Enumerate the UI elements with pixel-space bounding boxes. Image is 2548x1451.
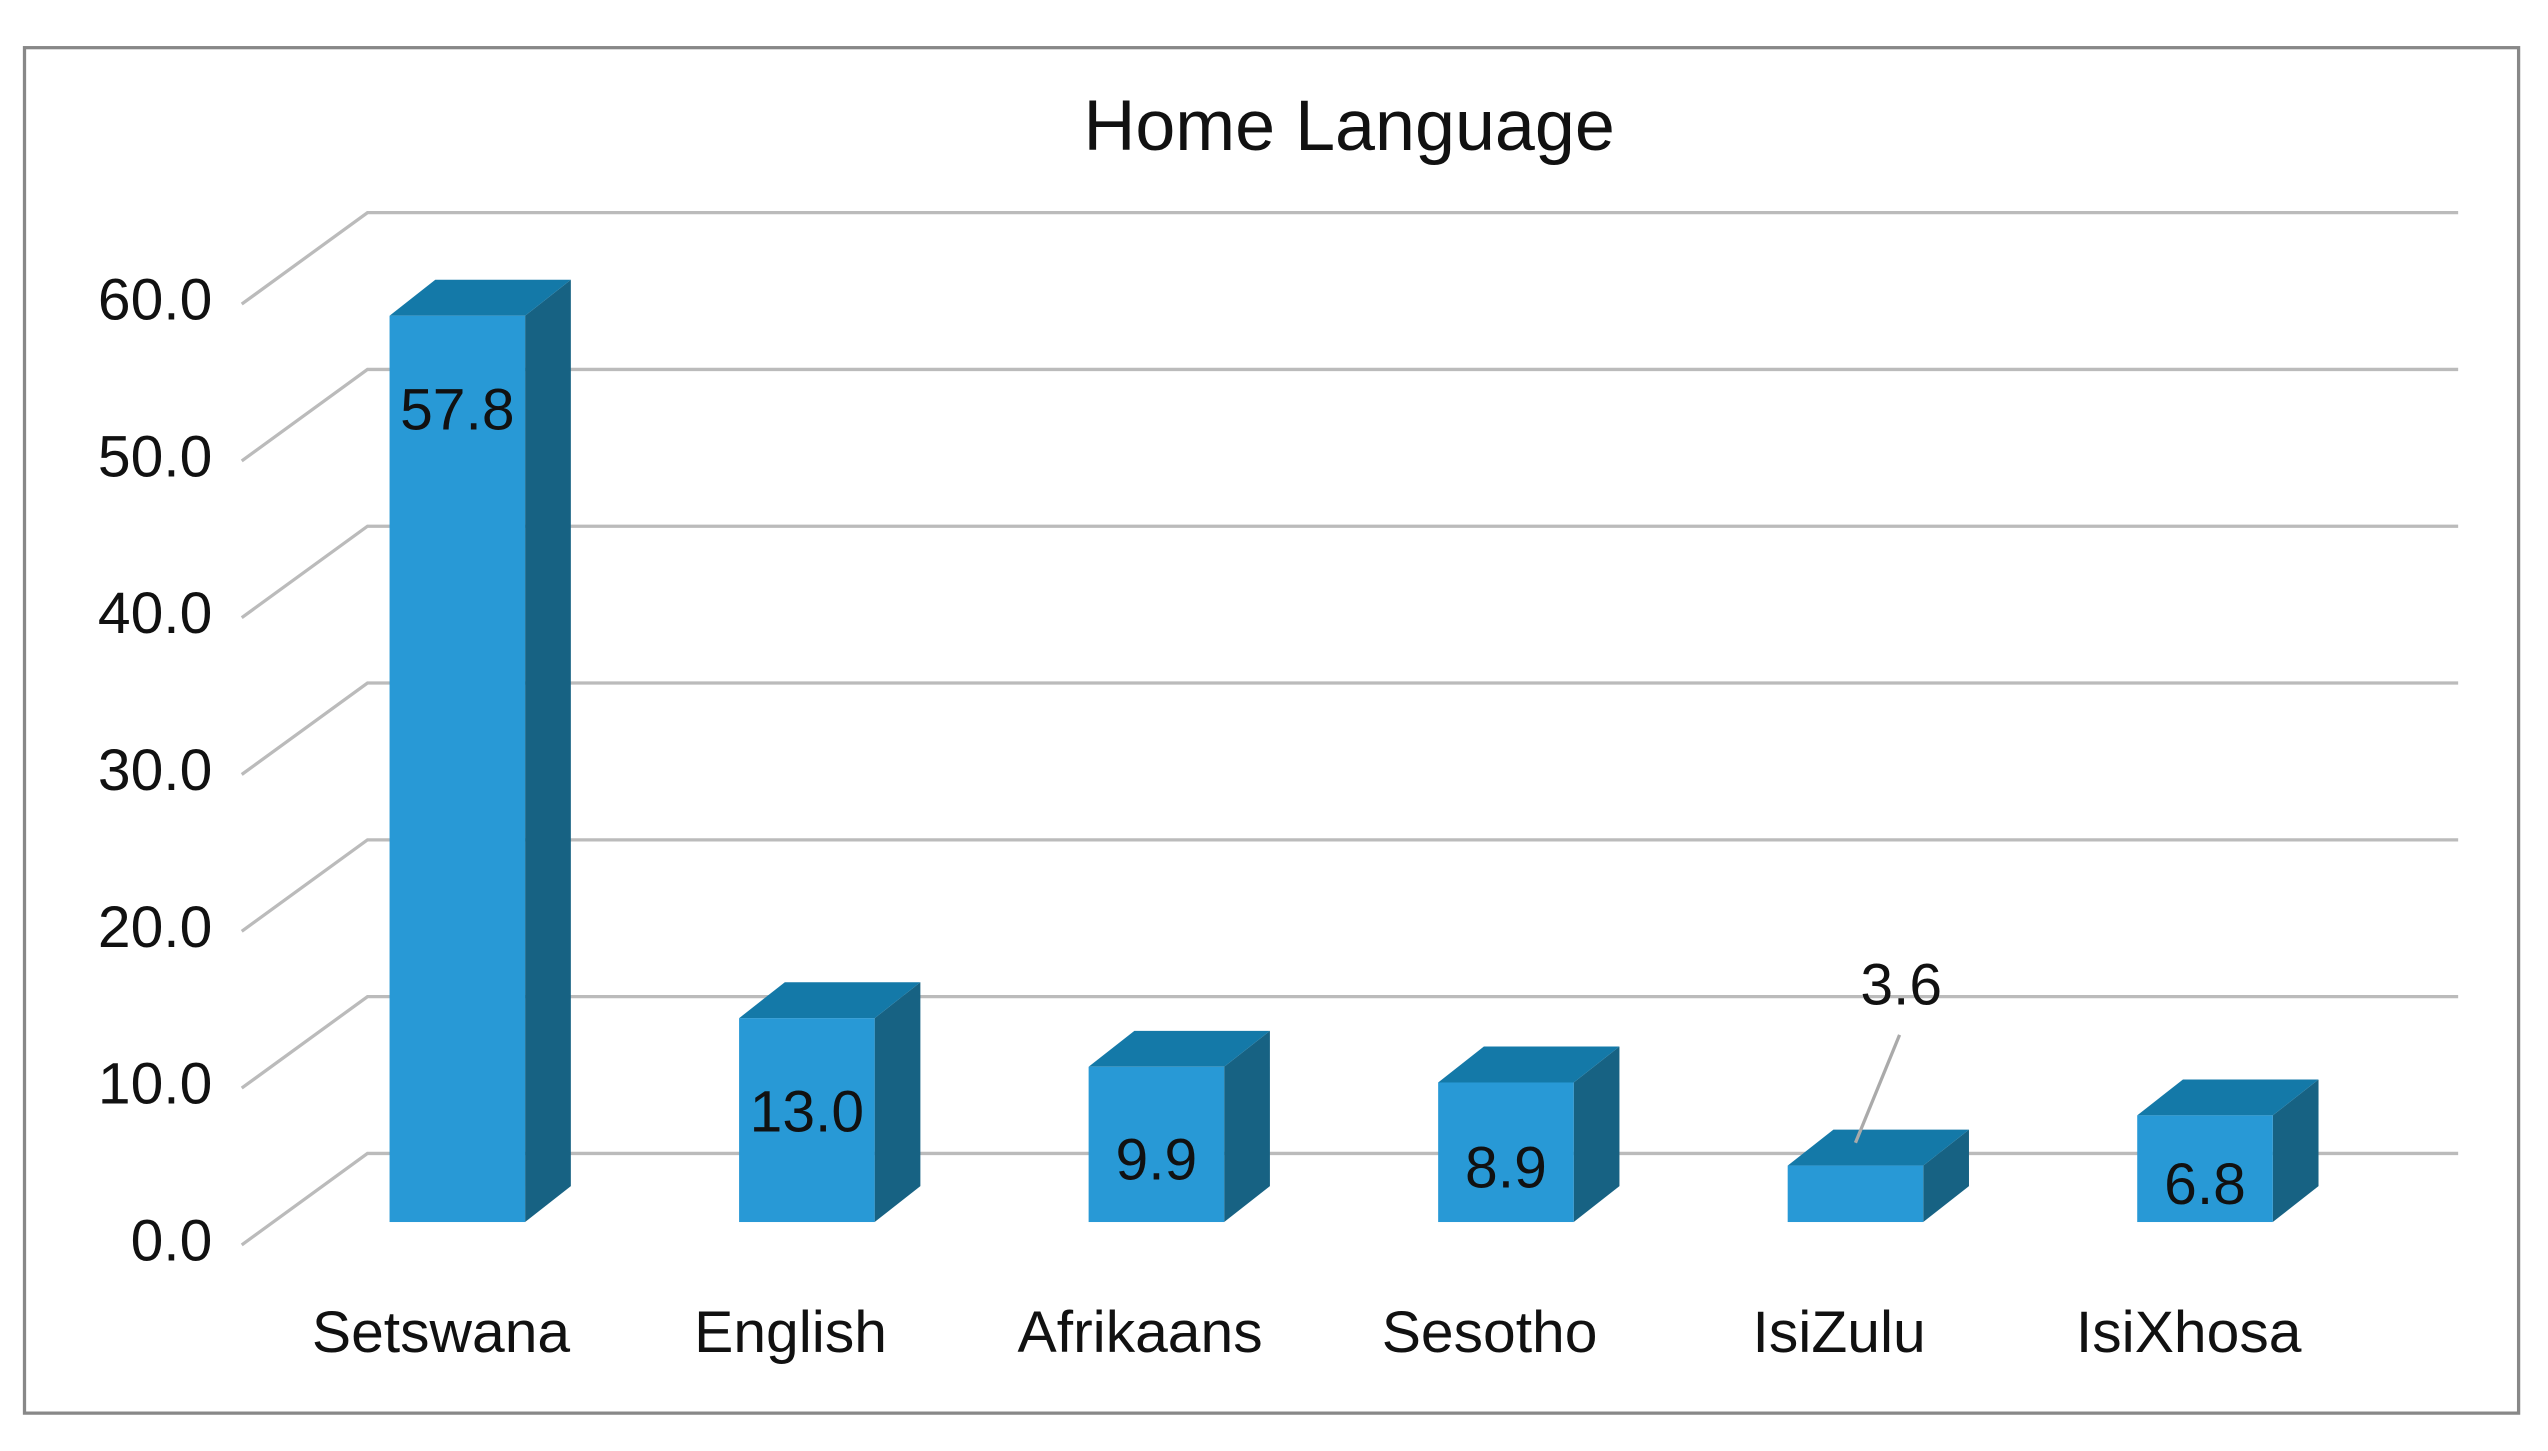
x-tick-label: Setswana [312,1300,571,1365]
grid-line [240,995,2459,1090]
bar-side [1224,1030,1270,1223]
value-label: 6.8 [2164,1152,2246,1217]
x-tick-label: English [694,1300,887,1365]
value-label: 8.9 [1465,1135,1547,1200]
bars: Setswana 57.8 English 13.0 Afrikaans 9.9 Sesot… [312,279,2319,1365]
bar-side [1923,1129,1969,1223]
y-tick-label: 20.0 [98,895,212,960]
bar-side [2272,1079,2319,1223]
bar-top [1787,1129,1969,1166]
grid-line [240,367,2459,463]
grid-line [240,524,2459,620]
bar [1438,1082,1574,1223]
x-tick-label: IsiZulu [1753,1300,1926,1365]
x-tick-label: Afrikaans [1018,1300,1263,1365]
x-tick-label: Sesotho [1382,1300,1598,1365]
bar-side [874,982,921,1223]
y-tick-label: 0.0 [131,1208,213,1273]
value-label: 9.9 [1116,1128,1198,1193]
bar-top [1438,1046,1620,1083]
grid-line [240,681,2459,776]
grid-line [240,211,2459,306]
bar [2137,1115,2273,1223]
bar-top [2137,1079,2319,1116]
x-tick-label: IsiXhosa [2076,1300,2302,1365]
value-label: 13.0 [750,1080,864,1145]
bar-top [1088,1030,1270,1067]
y-tick-label: 60.0 [98,268,212,333]
chart-title: Home Language [1083,86,1614,166]
value-label: 3.6 [1860,953,1942,1018]
grid-line [240,1151,2459,1247]
bar-top [389,279,571,316]
bar-top [739,982,921,1019]
y-tick-label: 30.0 [98,738,212,803]
y-tick-label: 40.0 [98,581,212,646]
value-label: 57.8 [400,377,514,442]
grid: 0.0 10.0 20.0 30.0 40.0 50.0 60.0 [98,211,2459,1273]
bar [739,1018,875,1223]
leader-line [1853,1034,1902,1144]
y-tick-label: 50.0 [98,424,212,489]
bar [1787,1165,1924,1223]
bar-side [525,279,571,1223]
y-tick-label: 10.0 [98,1052,212,1117]
bar-side [1573,1046,1620,1223]
bar [389,315,526,1223]
bar [1088,1066,1225,1223]
grid-line [240,838,2459,933]
